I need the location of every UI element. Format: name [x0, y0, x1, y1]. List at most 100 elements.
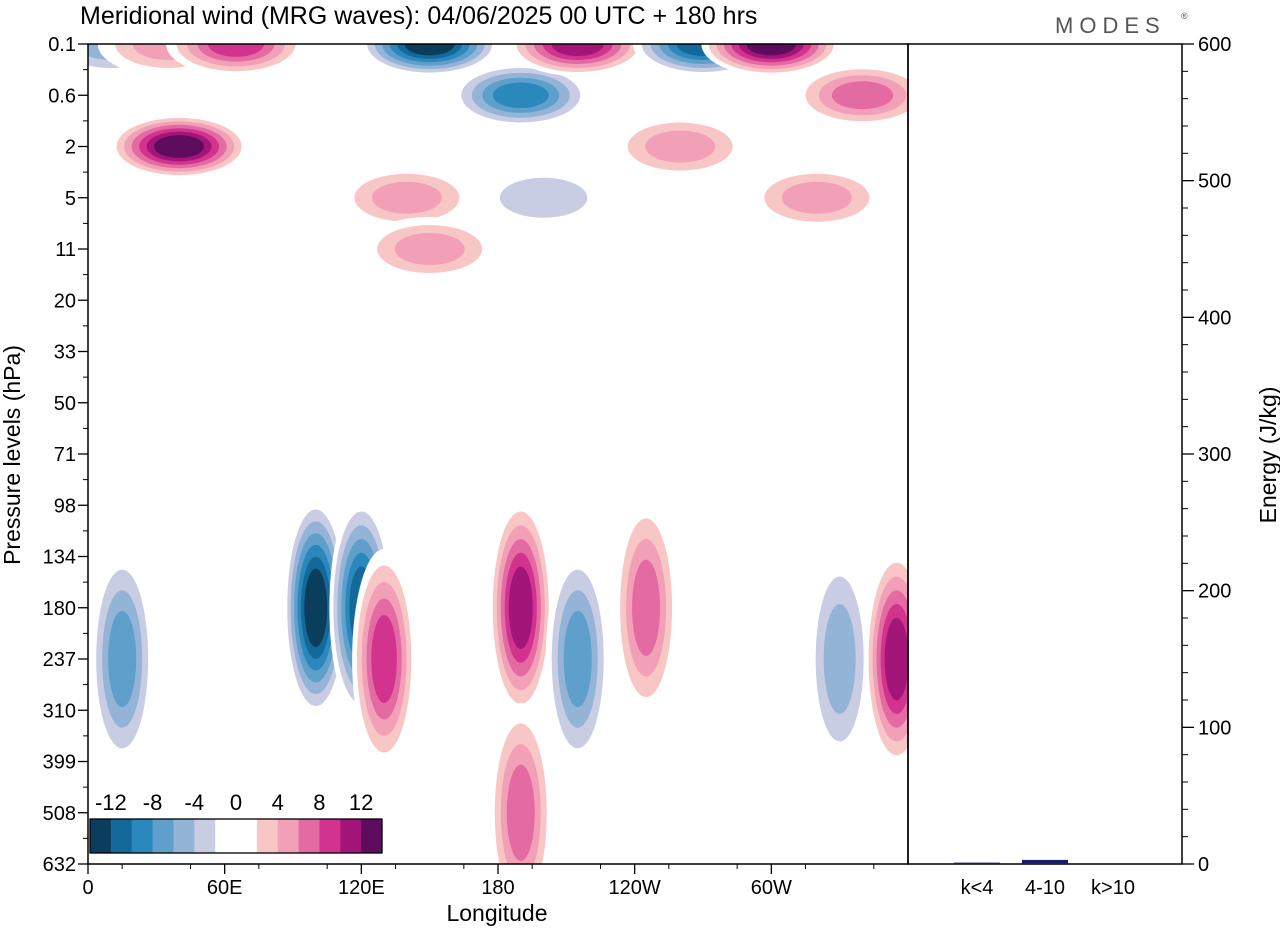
heatmap-cell: [109, 114, 250, 179]
y-tick-label: 33: [54, 342, 76, 364]
heatmap-cell: [545, 549, 610, 769]
contour-band: [394, 233, 465, 265]
x-tick-label: 180: [481, 877, 514, 899]
energy-tick-label: 100: [1198, 717, 1231, 739]
heatmap-cell: [450, 63, 591, 128]
colorbar-swatch: [340, 819, 362, 853]
energy-category-label: 4-10: [1025, 877, 1065, 899]
x-axis-label: Longitude: [446, 900, 547, 926]
heatmap-cell: [90, 549, 155, 769]
colorbar-swatch: [215, 819, 237, 853]
y-axis-label: Pressure levels (hPa): [0, 345, 25, 565]
y-tick-label: 399: [43, 752, 76, 774]
colorbar-swatch: [256, 819, 279, 853]
energy-bar: [1022, 859, 1068, 864]
logo-text: MODES: [1055, 13, 1166, 38]
contour-band: [645, 130, 716, 163]
y-tick-label: 11: [55, 239, 76, 261]
y-tick-label: 2: [65, 137, 76, 159]
heatmap-field: [88, 44, 908, 864]
y-tick-label: 237: [43, 649, 76, 671]
heatmap-cell: [336, 165, 477, 230]
colorbar-swatch: [110, 819, 133, 853]
contour-band: [371, 615, 397, 703]
y-tick-label: 98: [54, 495, 76, 517]
energy-bar: [954, 862, 1000, 864]
contour-band: [508, 566, 533, 649]
heatmap-cell: [352, 549, 417, 769]
longitude-axis: 0 60E 120E 180 120W 60W: [82, 864, 875, 899]
y-tick-label: 50: [54, 393, 76, 415]
colorbar-label: 8: [313, 790, 325, 815]
contour-band: [304, 568, 328, 648]
heatmap-cell: [283, 497, 348, 718]
energy-tick-label: 400: [1198, 307, 1231, 329]
colorbar-swatch: [194, 819, 216, 853]
colorbar-swatch: [236, 819, 258, 853]
colorbar: -12 -8 -4 0 4 8 12: [89, 790, 384, 858]
x-tick-label: 60W: [751, 877, 792, 899]
heatmap-cell: [610, 114, 751, 179]
y-tick-label: 0.1: [48, 34, 76, 56]
colorbar-label: 0: [230, 790, 242, 815]
y-tick-label: 180: [43, 598, 76, 620]
heatmap-cell: [864, 549, 908, 769]
heatmap-cell: [488, 497, 553, 718]
heatmap-cell: [701, 44, 842, 76]
energy-category-label: k<4: [961, 877, 994, 899]
y-tick-label: 20: [54, 290, 76, 312]
pressure-axis: 0.1 0.6 2 5 11 20 33 50 71 98 134 180 237 310 399 508 63…: [43, 34, 88, 876]
contour-band: [746, 44, 797, 56]
contour-band: [781, 181, 852, 214]
colorbar-swatch: [319, 819, 341, 853]
energy-tick-label: 600: [1198, 34, 1231, 56]
x-tick-label: 60E: [207, 877, 243, 899]
x-tick-label: 0: [82, 877, 93, 899]
colorbar-swatch: [173, 819, 195, 853]
contour-band: [506, 764, 535, 861]
heatmap-cell: [507, 44, 648, 76]
contour-band: [831, 81, 894, 110]
colorbar-labels: -12 -8 -4 0 4 8 12: [95, 790, 373, 815]
chart-title: Meridional wind (MRG waves): 04/06/2025 …: [80, 2, 757, 30]
contour-band: [492, 82, 549, 109]
x-tick-label: 120E: [338, 877, 385, 899]
heatmap-cell: [359, 217, 500, 281]
contour-band: [632, 559, 661, 656]
heatmap-cell: [746, 165, 887, 230]
colorbar-label: -4: [185, 790, 205, 815]
heatmap-cell: [488, 702, 553, 864]
contour-band: [108, 610, 137, 708]
heatmap-cell: [166, 44, 307, 76]
heatmap-panel: 0.1 0.6 2 5 11 20 33 50 71 98 134 180 237 310 399 508 63…: [0, 34, 909, 926]
heatmap-cell: [792, 63, 908, 128]
colorbar-label: -8: [143, 790, 163, 815]
energy-tick-label: 200: [1198, 581, 1231, 603]
contour-band: [563, 610, 592, 708]
colorbar-swatch: [152, 819, 174, 853]
y-tick-label: 134: [43, 547, 76, 569]
colorbar-swatch: [298, 819, 320, 853]
y-tick-label: 0.6: [48, 85, 76, 107]
y-tick-label: 71: [54, 444, 76, 466]
colorbar-label: 12: [349, 790, 373, 815]
energy-tick-label: 0: [1198, 854, 1209, 876]
y-tick-label: 632: [43, 854, 76, 876]
modes-logo: MODES ®: [1055, 11, 1188, 38]
heatmap-cell: [473, 165, 614, 230]
heatmap-cell: [359, 44, 500, 76]
x-tick-label: 120W: [609, 877, 661, 899]
colorbar-label: -12: [95, 790, 127, 815]
colorbar-swatches: [89, 818, 383, 854]
energy-frame: [907, 43, 1183, 865]
contour-band: [884, 617, 908, 701]
y-tick-label: 310: [43, 700, 76, 722]
energy-panel: 0 100 200 300 400 500 600 k<4 4-10 k>10 Energy (…: [907, 34, 1280, 899]
energy-categories: k<4 4-10 k>10: [961, 877, 1135, 899]
energy-axis-label: Energy (J/kg): [1255, 387, 1280, 524]
heatmap-cell: [614, 497, 679, 718]
colorbar-outline: [89, 818, 383, 854]
y-tick-label: 508: [43, 803, 76, 825]
contour-band: [823, 604, 856, 714]
